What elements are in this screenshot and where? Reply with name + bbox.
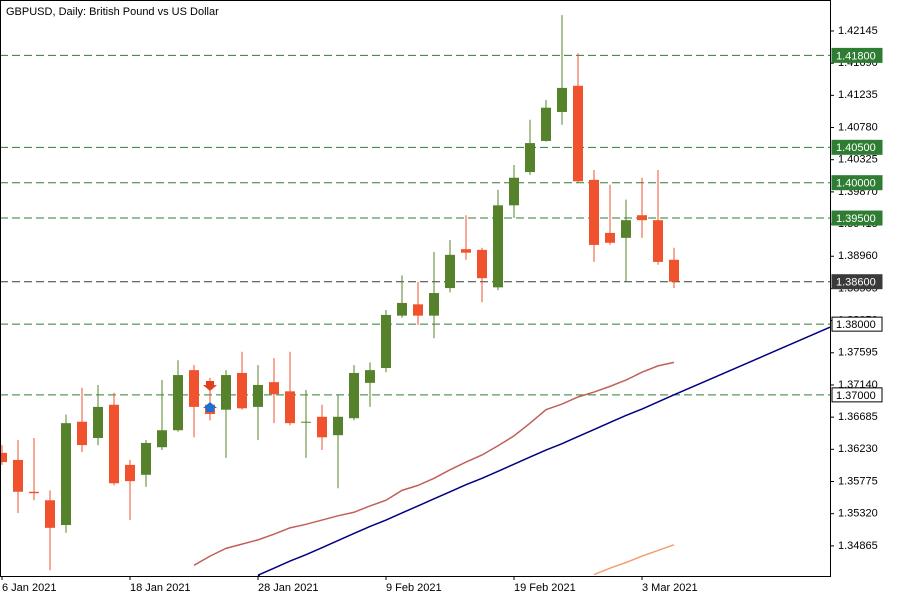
level-label: 1.41800 (836, 50, 876, 62)
buy-arrow (203, 402, 217, 412)
x-tick-label: 18 Jan 2021 (130, 582, 191, 594)
candle-body (621, 220, 631, 238)
level-label: 1.40500 (836, 142, 876, 154)
level-label-box (831, 139, 883, 155)
trendline-extension (257, 574, 261, 577)
y-tick-label: 1.38960 (838, 250, 878, 262)
y-tick-label: 1.40780 (838, 121, 878, 133)
x-tick-label: 9 Feb 2021 (386, 582, 442, 594)
level-label-box (831, 387, 883, 403)
candle-body (61, 423, 71, 526)
level-label: 1.38600 (836, 277, 876, 289)
candle-body (413, 304, 423, 316)
candle-body (189, 370, 199, 407)
level-label-box (831, 274, 883, 290)
candle-body (45, 500, 55, 528)
y-tick-label: 1.34865 (838, 540, 878, 552)
candle-body (525, 143, 535, 173)
chart-title: GBPUSD, Daily: British Pound vs US Dolla… (6, 6, 219, 18)
candle-body (221, 375, 231, 410)
level-label: 1.39500 (836, 213, 876, 225)
x-tick-label: 6 Jan 2021 (2, 582, 56, 594)
plot-area (0, 15, 831, 577)
y-tick-label: 1.35775 (838, 475, 878, 487)
level-label: 1.37000 (836, 390, 876, 402)
y-tick-label: 1.40325 (838, 154, 878, 166)
level-label: 1.38000 (836, 319, 876, 331)
indicator-line (193, 361, 675, 566)
candle-body (285, 391, 295, 424)
candle-body (141, 442, 151, 475)
y-tick-label: 1.35320 (838, 508, 878, 520)
indicator-line (593, 544, 675, 576)
y-tick-label: 1.42145 (838, 25, 878, 37)
y-tick-label: 1.36685 (838, 411, 878, 423)
candle-body (653, 220, 663, 262)
level-label: 1.40000 (836, 178, 876, 190)
y-tick-label: 1.37595 (838, 347, 878, 359)
candle-body (317, 416, 327, 438)
candle-body (445, 254, 455, 289)
candle-body (93, 406, 103, 439)
indicator-line (257, 394, 675, 576)
candle-body (333, 416, 343, 436)
level-label-box (831, 47, 883, 63)
candle-body (637, 215, 647, 221)
candle-body (109, 404, 119, 484)
candle-body (301, 421, 311, 423)
candle-body (13, 459, 23, 492)
candle-body (77, 421, 87, 446)
candle-body (589, 179, 599, 245)
candle-body (429, 293, 439, 316)
candle-body (349, 372, 359, 419)
candle-body (173, 375, 183, 431)
candle-body (493, 205, 503, 288)
candle-body (605, 232, 615, 243)
candle-body (477, 249, 487, 279)
x-tick-label: 3 Mar 2021 (642, 582, 698, 594)
candle-body (269, 382, 279, 395)
candle-body (29, 491, 39, 494)
sell-arrow (203, 381, 217, 391)
candle-body (397, 302, 407, 316)
candle-body (157, 430, 167, 448)
candle-body (365, 370, 375, 383)
y-tick-label: 1.41235 (838, 89, 878, 101)
candle-body (461, 249, 471, 253)
x-tick-label: 19 Feb 2021 (514, 582, 576, 594)
level-label-box (831, 175, 883, 191)
candle-body (669, 259, 679, 282)
candle-body (541, 107, 551, 141)
level-label-box (831, 316, 883, 332)
candle-body (125, 464, 135, 482)
candle-body (573, 85, 583, 182)
candle-body (0, 452, 7, 463)
candle-body (253, 384, 263, 407)
candle-body (557, 87, 567, 112)
trendline-extension (673, 326, 831, 396)
candle-body (509, 177, 519, 206)
level-label-box (831, 210, 883, 226)
x-tick-label: 28 Jan 2021 (258, 582, 319, 594)
candle-body (381, 314, 391, 368)
candle-body (237, 372, 247, 409)
y-tick-label: 1.36230 (838, 443, 878, 455)
